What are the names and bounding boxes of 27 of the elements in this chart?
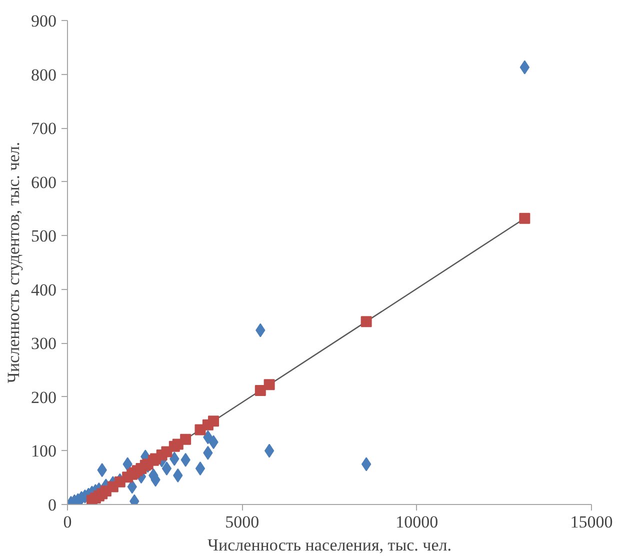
point (254, 384, 266, 396)
y-axis-title: Численность студентов, тыс. чел. (4, 142, 23, 384)
y-tick-label: 200 (31, 388, 56, 407)
y-tick-label: 500 (31, 226, 56, 246)
y-tick-label: 900 (31, 12, 56, 30)
point (208, 416, 220, 427)
y-tick-label: 100 (31, 442, 56, 461)
point (180, 434, 192, 445)
point (264, 379, 275, 390)
y-tick-label: 800 (31, 65, 56, 84)
y-tick-label: 600 (31, 172, 56, 192)
point (360, 316, 372, 328)
point (520, 60, 530, 74)
x-axis-title: Численность населения, тыс. чел. (207, 536, 452, 554)
point (162, 461, 172, 476)
y-tick-label: 400 (31, 280, 56, 300)
y-tick-label: 700 (31, 119, 56, 138)
point (195, 461, 206, 476)
y-tick-label: 300 (31, 334, 56, 354)
x-tick-label: 15000 (570, 512, 613, 532)
point (361, 457, 372, 472)
x-tick-label: 10000 (396, 512, 438, 532)
point (519, 212, 530, 224)
point (264, 444, 274, 458)
y-tick-label: 0 (48, 496, 56, 514)
x-tick-label: 0 (63, 512, 72, 532)
x-tick-label: 5000 (225, 512, 260, 532)
